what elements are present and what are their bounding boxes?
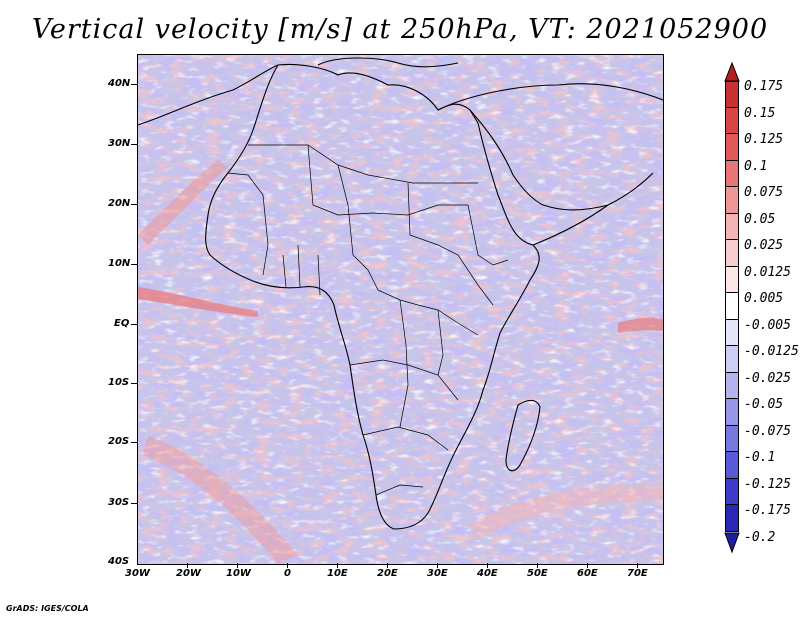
colorbar-label: -0.2: [744, 530, 776, 545]
lon-tick: [437, 563, 438, 568]
colorbar-segment: [725, 425, 739, 453]
lat-tick: [131, 84, 137, 85]
colorbar-label: -0.005: [744, 317, 791, 333]
colorbar-label: -0.1: [744, 450, 776, 466]
colorbar-label: 0.0125: [744, 264, 791, 280]
coastlines: [138, 57, 663, 530]
colorbar-segment: [725, 213, 739, 241]
lon-label: 40E: [477, 568, 498, 579]
lon-label: 20E: [377, 568, 398, 579]
lon-label: 30W: [125, 568, 150, 579]
colorbar-segment: [725, 107, 739, 135]
lon-label: 0: [284, 568, 291, 579]
south-atlantic-band: [143, 435, 298, 564]
lon-tick: [287, 563, 288, 568]
colorbar-label: 0.075: [744, 185, 784, 201]
colorbar-label: -0.05: [744, 397, 784, 413]
lon-tick: [537, 563, 538, 568]
lat-tick: [131, 324, 137, 325]
lat-label: 40N: [108, 78, 131, 89]
colorbar-label: 0.05: [744, 211, 776, 227]
colorbar-segment: [725, 81, 739, 108]
lat-tick: [131, 144, 137, 145]
colorbar-label: 0.125: [744, 132, 784, 148]
colorbar-label: 0.005: [744, 291, 784, 307]
lat-label: 10S: [108, 377, 130, 388]
colorbar-segment: [725, 372, 739, 400]
credit-text: GrADS: IGES/COLA: [6, 604, 89, 613]
lon-label: 20W: [176, 568, 201, 579]
lon-label: 10W: [226, 568, 251, 579]
lon-tick: [637, 563, 638, 568]
chart-title: Vertical velocity [m/s] at 250hPa, VT: 2…: [31, 14, 769, 45]
itcz-band-atlantic: [138, 287, 258, 317]
colorbar-label: -0.125: [744, 476, 791, 492]
lat-label: 30N: [108, 138, 131, 149]
colorbar-segment: [725, 187, 739, 214]
colorbar-bottom-arrow: [724, 532, 740, 554]
lon-label: 50E: [527, 568, 548, 579]
colorbar-segment: [725, 319, 739, 347]
colorbar-label: -0.0125: [744, 344, 799, 360]
lat-tick: [131, 503, 137, 504]
colorbar-segment: [725, 346, 739, 373]
lat-tick: [131, 204, 137, 205]
lon-label: 10E: [327, 568, 348, 579]
lat-tick: [131, 383, 137, 384]
lat-label: 40S: [108, 556, 130, 567]
lon-tick: [187, 563, 188, 568]
lat-label: 10N: [108, 258, 131, 269]
lat-label: 20N: [108, 198, 131, 209]
colorbar-segment: [725, 399, 739, 426]
colorbar-label: -0.075: [744, 423, 791, 439]
map-panel: [137, 54, 664, 565]
colorbar-segment: [725, 160, 739, 188]
colorbar-segment: [725, 505, 739, 532]
colorbar-label: 0.175: [744, 79, 784, 94]
lat-label: 20S: [108, 436, 130, 447]
itcz-band-indian: [618, 317, 663, 333]
south-indian-band: [468, 485, 663, 540]
lon-tick: [237, 563, 238, 568]
colorbar-label: -0.175: [744, 503, 791, 519]
madagascar-outline: [505, 399, 541, 472]
colorbar-label: -0.025: [744, 370, 791, 386]
colorbar-label: 0.1: [744, 158, 768, 174]
lon-label: 30E: [427, 568, 448, 579]
lon-tick: [587, 563, 588, 568]
lon-tick: [487, 563, 488, 568]
velocity-field: [138, 55, 663, 564]
colorbar-label: 0.025: [744, 238, 784, 254]
lon-label: 60E: [577, 568, 598, 579]
lon-tick: [387, 563, 388, 568]
country-borders: [227, 144, 509, 496]
lat-label: 30S: [108, 497, 130, 508]
colorbar-top-arrow: [724, 62, 740, 82]
jet-band-northwest: [138, 160, 228, 245]
lat-label: EQ: [114, 318, 130, 329]
colorbar-label: 0.15: [744, 105, 776, 121]
colorbar-segment: [725, 452, 739, 479]
colorbar-segment: [725, 134, 739, 161]
lat-tick: [131, 442, 137, 443]
colorbar-segment: [725, 293, 739, 320]
colorbar-segment: [725, 478, 739, 506]
lon-label: 70E: [627, 568, 648, 579]
lat-tick: [131, 264, 137, 265]
lon-tick: [337, 563, 338, 568]
colorbar-segment: [725, 266, 739, 294]
colorbar-segment: [725, 240, 739, 267]
